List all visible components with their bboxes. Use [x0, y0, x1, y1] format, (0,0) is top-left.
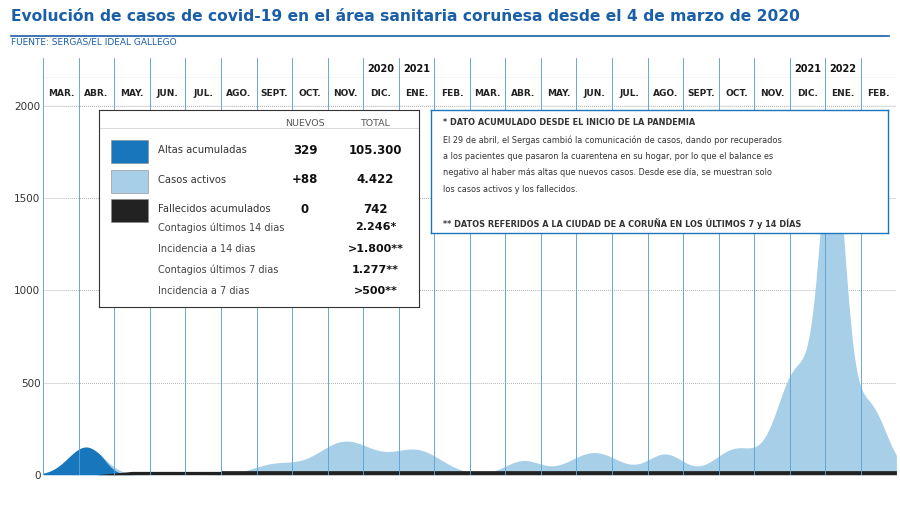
Text: 2020: 2020 [367, 64, 394, 74]
Text: JUN.: JUN. [583, 89, 605, 98]
Text: DIC.: DIC. [797, 89, 818, 98]
Text: OCT.: OCT. [299, 89, 321, 98]
Text: AGO.: AGO. [652, 89, 678, 98]
Text: DIC.: DIC. [371, 89, 392, 98]
Text: AGO.: AGO. [226, 89, 251, 98]
Text: MAY.: MAY. [547, 89, 571, 98]
Text: ENE.: ENE. [832, 89, 855, 98]
Text: ENE.: ENE. [405, 89, 428, 98]
Text: OCT.: OCT. [725, 89, 748, 98]
Text: NOV.: NOV. [760, 89, 784, 98]
Text: JUL.: JUL. [194, 89, 213, 98]
Text: SEPT.: SEPT. [260, 89, 288, 98]
Text: FEB.: FEB. [868, 89, 890, 98]
Text: 2021: 2021 [794, 64, 821, 74]
Text: NOV.: NOV. [333, 89, 357, 98]
Text: JUL.: JUL. [620, 89, 640, 98]
Text: SEPT.: SEPT. [687, 89, 715, 98]
Text: JUN.: JUN. [157, 89, 178, 98]
Text: FUENTE: SERGAS/EL IDEAL GALLEGO: FUENTE: SERGAS/EL IDEAL GALLEGO [11, 38, 176, 47]
Text: 2022: 2022 [830, 64, 857, 74]
Text: MAY.: MAY. [121, 89, 144, 98]
Text: ABR.: ABR. [85, 89, 109, 98]
Text: MAR.: MAR. [48, 89, 74, 98]
Text: ABR.: ABR. [511, 89, 536, 98]
Text: FEB.: FEB. [441, 89, 464, 98]
Text: 2021: 2021 [403, 64, 430, 74]
Text: Evolución de casos de covid-19 en el área sanitaria coruñesa desde el 4 de marzo: Evolución de casos de covid-19 en el áre… [11, 9, 800, 24]
Text: MAR.: MAR. [474, 89, 500, 98]
